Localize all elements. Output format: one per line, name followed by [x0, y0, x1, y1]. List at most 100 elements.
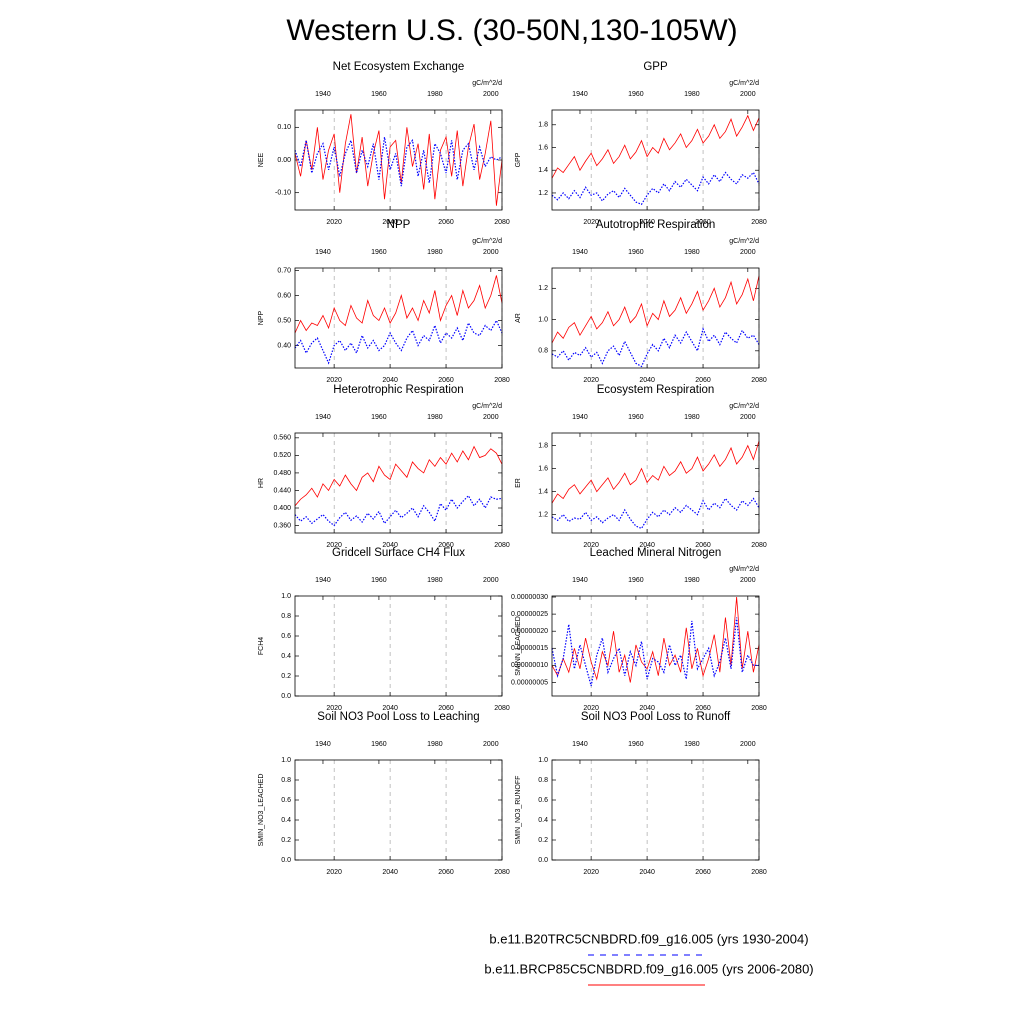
x-tick-label: 2060 — [438, 869, 454, 876]
y-tick-label: 0.00000020 — [511, 628, 548, 635]
y-tick-label: 1.8 — [538, 442, 548, 449]
series-line — [551, 114, 760, 179]
plot-frame — [294, 432, 503, 534]
y-tick-label: 0.4 — [538, 817, 548, 824]
y-tick-label: 1.2 — [538, 511, 548, 518]
x2-tick-label: 1960 — [628, 414, 644, 421]
y-axis-label: SMIN_NO3_RUNOFF — [515, 776, 522, 845]
y-tick-label: 0.0 — [281, 857, 291, 864]
x-tick-label: 2080 — [751, 869, 767, 876]
series-line — [294, 275, 503, 334]
y-tick-label: 1.0 — [538, 316, 548, 323]
x-tick-label: 2020 — [583, 869, 599, 876]
panel-title: Ecosystem Respiration — [597, 384, 715, 396]
y-axis-label: HR — [258, 478, 265, 488]
y-axis-label: ER — [515, 478, 522, 488]
x2-tick-label: 1960 — [628, 91, 644, 98]
x-tick-label: 2020 — [326, 219, 342, 226]
y-tick-label: 0.6 — [281, 633, 291, 640]
plot-frame — [294, 759, 503, 861]
x-tick-label: 2060 — [438, 377, 454, 384]
units-label: gC/m^2/d — [729, 80, 759, 87]
panel-title: Gridcell Surface CH4 Flux — [332, 547, 465, 559]
y-axis-label: FCH4 — [258, 637, 265, 655]
x2-tick-label: 1960 — [371, 249, 387, 256]
x2-tick-label: 1980 — [684, 577, 700, 584]
x-tick-label: 2020 — [326, 869, 342, 876]
y-axis-label: SMIN_NO3_LEACHED — [258, 774, 265, 847]
series-line — [294, 445, 503, 507]
y-axis-label: AR — [515, 313, 522, 323]
x-tick-label: 2060 — [695, 542, 711, 549]
y-axis-label: NEE — [258, 152, 265, 167]
x2-tick-label: 1940 — [315, 249, 331, 256]
x-tick-label: 2080 — [494, 542, 510, 549]
y-tick-label: 0.6 — [538, 797, 548, 804]
units-label: gC/m^2/d — [472, 238, 502, 245]
legend-label: b.e11.B20TRC5CNBDRD.f09_g16.005 (yrs 193… — [489, 931, 808, 946]
y-tick-label: 0.8 — [538, 348, 548, 355]
panel-title: Autotrophic Respiration — [596, 219, 716, 231]
x2-tick-label: 1960 — [371, 577, 387, 584]
series-line — [551, 275, 760, 344]
series-line — [294, 114, 503, 206]
x-tick-label: 2020 — [326, 377, 342, 384]
x-tick-label: 2080 — [494, 869, 510, 876]
y-tick-label: 0.10 — [277, 124, 291, 131]
x2-tick-label: 1940 — [315, 414, 331, 421]
x-tick-label: 2040 — [382, 705, 398, 712]
x-tick-label: 2080 — [751, 542, 767, 549]
x-tick-label: 2040 — [382, 869, 398, 876]
x-tick-label: 2020 — [583, 377, 599, 384]
x2-tick-label: 1960 — [371, 414, 387, 421]
plot-frame — [294, 595, 503, 697]
x2-tick-label: 1940 — [572, 91, 588, 98]
series-line — [551, 617, 759, 687]
y-tick-label: 1.2 — [538, 190, 548, 197]
x2-tick-label: 2000 — [483, 249, 499, 256]
series-line — [551, 327, 760, 368]
panel-title: Leached Mineral Nitrogen — [590, 547, 722, 559]
x-tick-label: 2080 — [494, 705, 510, 712]
x2-tick-label: 2000 — [483, 414, 499, 421]
x2-tick-label: 2000 — [740, 577, 756, 584]
x-tick-label: 2020 — [583, 219, 599, 226]
y-axis-label: NPP — [258, 310, 265, 325]
x2-tick-label: 1960 — [371, 91, 387, 98]
x-tick-label: 2080 — [494, 377, 510, 384]
units-label: gC/m^2/d — [729, 403, 759, 410]
series-line — [551, 497, 760, 530]
x2-tick-label: 1980 — [684, 91, 700, 98]
y-tick-label: 0.8 — [538, 777, 548, 784]
plot-frame — [551, 595, 760, 697]
x2-tick-label: 2000 — [740, 414, 756, 421]
units-label: gC/m^2/d — [472, 80, 502, 87]
y-tick-label: 1.2 — [538, 285, 548, 292]
panel-title: Heterotrophic Respiration — [333, 384, 463, 396]
x2-tick-label: 1940 — [572, 741, 588, 748]
x-tick-label: 2040 — [382, 219, 398, 226]
y-tick-label: 0.8 — [281, 613, 291, 620]
x2-tick-label: 1980 — [684, 249, 700, 256]
x-tick-label: 2040 — [639, 377, 655, 384]
y-tick-label: 0.4 — [281, 653, 291, 660]
x-tick-label: 2060 — [438, 219, 454, 226]
y-tick-label: 0.440 — [273, 487, 291, 494]
x2-tick-label: 1940 — [572, 249, 588, 256]
y-tick-label: 0.2 — [281, 837, 291, 844]
x-tick-label: 2080 — [494, 219, 510, 226]
y-tick-label: 1.8 — [538, 122, 548, 129]
y-tick-label: 1.4 — [538, 488, 548, 495]
x-tick-label: 2040 — [382, 542, 398, 549]
series-line — [551, 440, 760, 504]
x2-tick-label: 1980 — [427, 741, 443, 748]
y-tick-label: 0.480 — [273, 470, 291, 477]
x2-tick-label: 1980 — [684, 741, 700, 748]
y-tick-label: 0.60 — [277, 292, 291, 299]
x2-tick-label: 1980 — [684, 414, 700, 421]
plot-frame — [551, 432, 760, 534]
y-tick-label: 0.360 — [273, 522, 291, 529]
y-tick-label: 1.0 — [538, 757, 548, 764]
y-axis-label: SMINN_LEACHED — [515, 616, 522, 676]
